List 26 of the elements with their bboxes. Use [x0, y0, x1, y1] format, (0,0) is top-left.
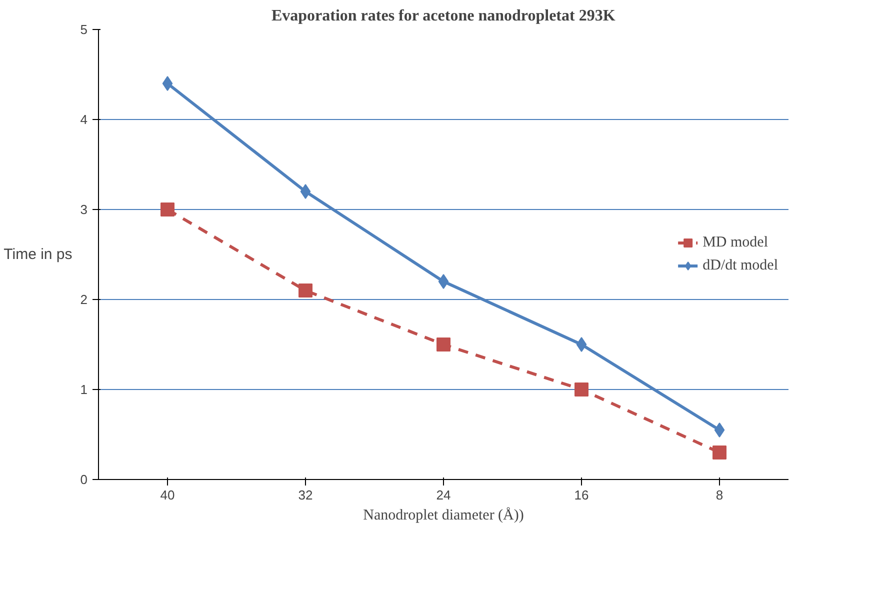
y-tick-label: 1 [80, 382, 88, 397]
point [300, 184, 311, 199]
x-tick-label: 24 [436, 488, 451, 502]
x-tick-label: 32 [298, 488, 313, 502]
y-tick-label: 3 [80, 202, 88, 217]
point [574, 382, 588, 396]
legend-label: dD/dt model [702, 257, 778, 274]
point [160, 202, 174, 216]
y-tick-label: 5 [80, 22, 88, 37]
y-tick-label: 2 [80, 292, 88, 307]
point [162, 76, 173, 91]
point [436, 338, 450, 352]
point [438, 274, 449, 289]
y-tick-label: 0 [80, 472, 88, 487]
y-axis-title: Time in ps [4, 246, 72, 263]
x-tick-label: 8 [716, 488, 724, 502]
point [298, 284, 312, 298]
x-tick-label: 16 [574, 488, 589, 502]
point [576, 337, 587, 352]
legend-label: MD model [702, 234, 768, 251]
point [714, 422, 725, 438]
x-tick-label: 40 [160, 488, 175, 502]
chart-title: Evaporation rates for acetone nanodropletat 293K [271, 8, 616, 24]
y-tick-label: 4 [80, 112, 88, 127]
point [712, 446, 726, 460]
x-axis-title: Nanodroplet diameter (Å)) [363, 506, 524, 524]
